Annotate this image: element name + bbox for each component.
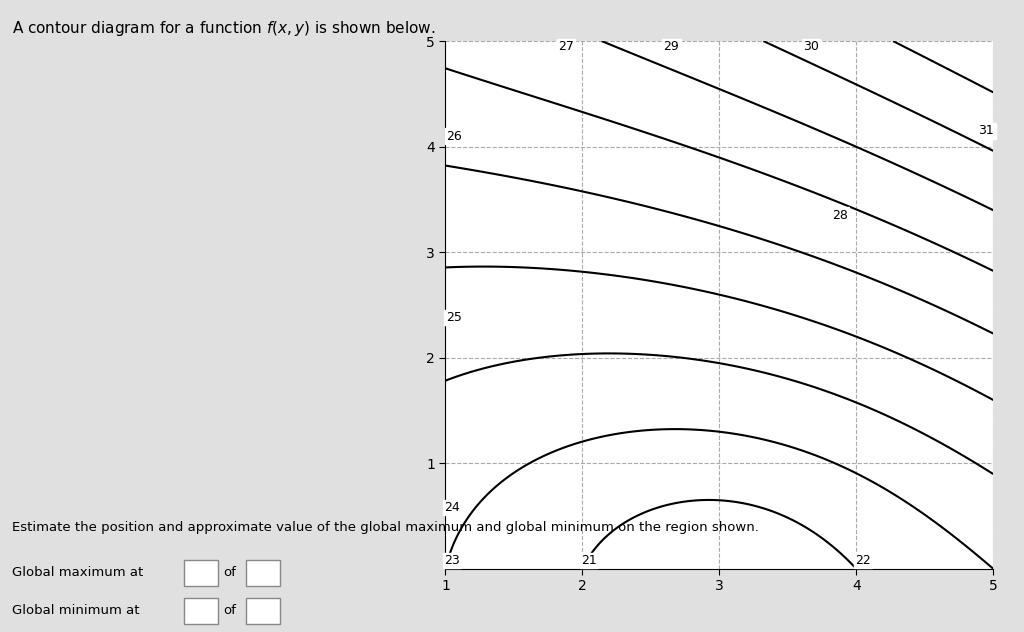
Text: 28: 28: [831, 209, 848, 222]
FancyBboxPatch shape: [184, 560, 218, 586]
Text: 25: 25: [445, 311, 462, 324]
Text: 30: 30: [803, 40, 819, 53]
Text: 27: 27: [558, 40, 573, 53]
Text: of: of: [223, 604, 237, 617]
Text: of: of: [223, 566, 237, 579]
Text: Global maximum at: Global maximum at: [12, 566, 143, 579]
FancyBboxPatch shape: [184, 598, 218, 624]
Text: 29: 29: [664, 40, 679, 53]
FancyBboxPatch shape: [246, 598, 280, 624]
Text: 23: 23: [444, 554, 460, 567]
Text: A contour diagram for a function $f(x, y)$ is shown below.: A contour diagram for a function $f(x, y…: [12, 19, 436, 38]
Text: 21: 21: [582, 554, 597, 567]
Text: 26: 26: [445, 130, 462, 143]
FancyBboxPatch shape: [246, 560, 280, 586]
Text: Estimate the position and approximate value of the global maximum and global min: Estimate the position and approximate va…: [12, 521, 759, 535]
Text: 31: 31: [979, 125, 994, 137]
Text: 24: 24: [444, 501, 460, 514]
Text: Global minimum at: Global minimum at: [12, 604, 140, 617]
Text: 22: 22: [855, 554, 871, 567]
